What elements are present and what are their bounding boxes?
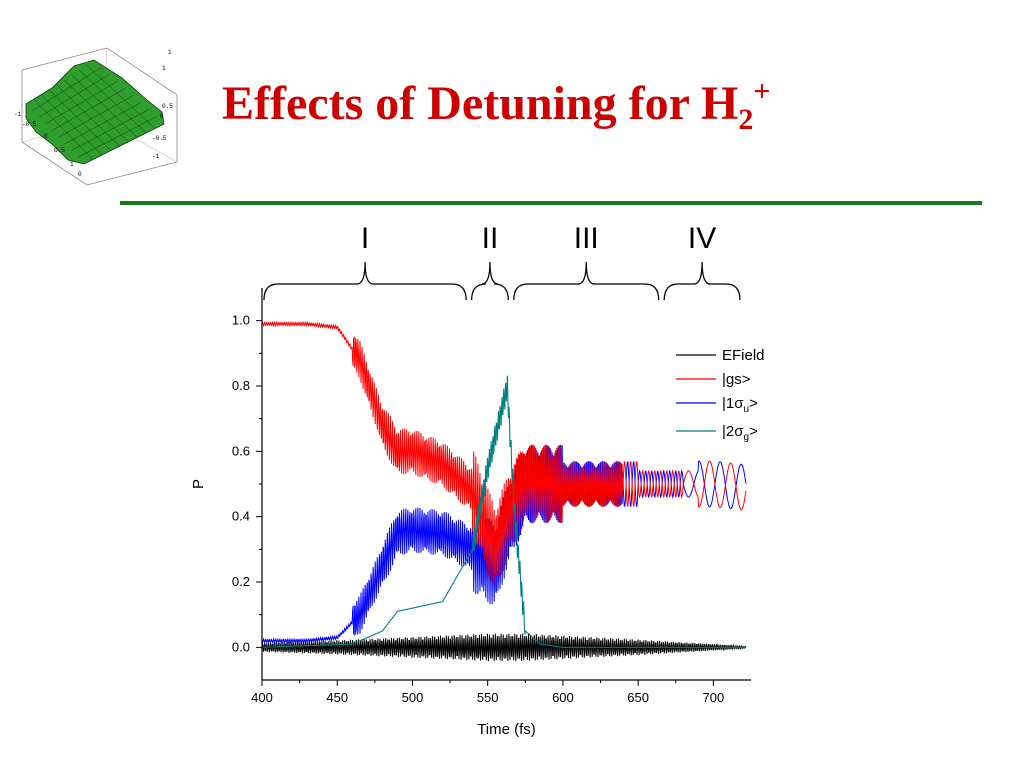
legend-label: |gs>	[722, 371, 751, 388]
region-brace	[263, 261, 467, 301]
logo-tick-label: 1	[70, 161, 74, 168]
logo-tick-label: 0.5	[54, 147, 65, 154]
y-tick-label: 1.0	[232, 313, 250, 328]
title-divider	[120, 201, 982, 205]
logo-tick-label: -1	[152, 153, 160, 160]
legend-label-subscript: g	[744, 432, 750, 443]
series-2sigma-g-line	[262, 375, 746, 648]
logo-mesh-line	[56, 84, 120, 147]
title-main: Effects of Detuning for H	[222, 77, 739, 130]
logo-tick-label: 0.5	[162, 103, 173, 110]
logo-tick-label: 1	[168, 49, 172, 56]
title-superscript: +	[753, 75, 771, 108]
x-tick-label: 650	[627, 690, 649, 705]
logo-mesh-line	[33, 98, 94, 160]
logo-tick-label: 1	[162, 65, 166, 72]
x-axis-label: Time (fs)	[477, 721, 536, 738]
logo-tick-label: 0	[78, 171, 82, 178]
y-tick-label: 0.4	[232, 509, 250, 524]
logo-mesh-line	[71, 74, 138, 138]
region-brace	[470, 261, 509, 301]
legend-label-subscript: u	[744, 404, 750, 415]
legend-label-tail: >	[749, 395, 758, 412]
x-tick-label: 400	[251, 690, 273, 705]
logo-mesh-line	[63, 79, 129, 142]
region-label: I	[361, 222, 369, 255]
logo-tick-label: 0	[44, 133, 48, 140]
logo-mesh-line	[45, 81, 118, 125]
slide-title: Effects of Detuning for H2+	[222, 75, 771, 138]
plot-lines	[262, 320, 747, 662]
title-subscript: 2	[738, 103, 754, 136]
region-label: III	[574, 222, 599, 255]
legend-label-main: |gs>	[722, 371, 751, 388]
logo-tick-label: 0	[160, 113, 164, 120]
y-axis-label: P	[190, 479, 207, 489]
logo-mesh-line	[64, 102, 141, 145]
y-tick-label: 0.6	[232, 443, 250, 458]
logo-mesh-line	[51, 88, 126, 131]
y-tick-label: 0.8	[232, 378, 250, 393]
logo-mesh-line	[86, 64, 156, 129]
legend-label: |2σg>	[722, 423, 758, 443]
y-tick-label: 0.0	[232, 639, 250, 654]
region-brace	[513, 261, 660, 301]
x-tick-label: 600	[552, 690, 574, 705]
legend-label: |1σu>	[722, 395, 758, 415]
legend-label-main: |1σ	[722, 395, 744, 412]
logo-mesh-line	[70, 109, 149, 151]
logo-mesh-line	[32, 66, 102, 111]
logo-mesh-line	[58, 95, 134, 138]
logo-surface	[25, 59, 165, 165]
logo-tick-label: -1	[14, 111, 22, 118]
x-tick-label: 700	[703, 690, 725, 705]
x-tick-label: 450	[326, 690, 348, 705]
series-efield-line	[262, 633, 747, 662]
region-label: IV	[688, 222, 716, 255]
region-brace	[663, 261, 741, 301]
legend-label-main: |2σ	[722, 423, 744, 440]
logo-mesh-line	[48, 89, 111, 151]
logo-mesh-line	[38, 74, 110, 118]
logo-mesh-line	[40, 94, 102, 156]
y-tick-label: 0.2	[232, 574, 250, 589]
x-tick-label: 500	[402, 690, 424, 705]
logo-mesh-line	[77, 116, 157, 158]
series-gs-line	[262, 320, 747, 584]
logo-mesh-line	[78, 69, 147, 134]
logo-tick-label: -0.5	[22, 121, 37, 128]
legend-label: EField	[722, 347, 765, 364]
region-label: II	[482, 222, 499, 255]
legend-label-tail: >	[749, 423, 758, 440]
legend-label-main: EField	[722, 347, 765, 364]
x-tick-label: 550	[477, 690, 499, 705]
logo-tick-label: -0.5	[152, 135, 167, 142]
